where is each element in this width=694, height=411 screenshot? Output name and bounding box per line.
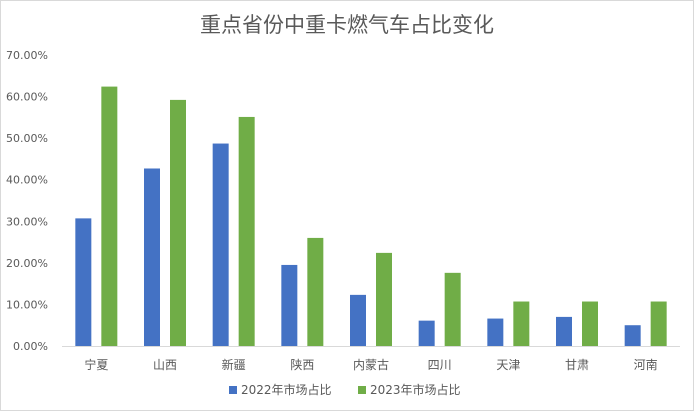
x-tick-label: 天津 — [496, 358, 520, 372]
legend-label: 2023年市场占比 — [370, 382, 461, 397]
bar-series1 — [418, 320, 435, 346]
bar-series2 — [101, 86, 118, 346]
bar-series2 — [444, 272, 461, 346]
bar-series2 — [513, 301, 530, 346]
bar-series1 — [212, 143, 229, 346]
y-tick-label: 20.00% — [6, 257, 48, 270]
y-tick-label: 40.00% — [6, 174, 48, 187]
bar-series — [75, 86, 667, 346]
x-axis-ticks: 宁夏 山西 新疆 陕西 内蒙古 四川 天津 甘肃 河南 — [84, 357, 657, 372]
legend: 2022年市场占比 2023年市场占比 — [229, 382, 461, 397]
y-tick-label: 70.00% — [6, 49, 48, 62]
bar-series2 — [170, 99, 186, 346]
bar-series1 — [624, 325, 641, 346]
y-tick-label: 60.00% — [6, 91, 48, 104]
bar-series2 — [376, 252, 392, 346]
x-tick-label: 河南 — [634, 357, 658, 372]
bar-series1 — [350, 294, 366, 346]
bar-series2 — [238, 116, 255, 346]
y-tick-label: 50.00% — [6, 132, 48, 145]
bar-series1 — [75, 218, 92, 346]
chart-title: 重点省份中重卡燃气车占比变化 — [200, 13, 494, 37]
x-tick-label: 宁夏 — [84, 357, 108, 372]
x-tick-label: 陕西 — [290, 357, 314, 372]
legend-swatch — [358, 386, 366, 394]
legend-label: 2022年市场占比 — [241, 382, 332, 397]
x-tick-label: 新疆 — [222, 357, 246, 372]
x-tick-label: 内蒙古 — [353, 357, 389, 372]
bar-series1 — [281, 264, 298, 346]
bar-series2 — [650, 301, 667, 346]
x-tick-label: 甘肃 — [565, 358, 589, 372]
x-tick-label: 四川 — [428, 358, 452, 372]
bar-series1 — [487, 318, 504, 346]
bar-series2 — [307, 237, 324, 346]
bar-series2 — [582, 301, 598, 346]
bar-series1 — [556, 316, 572, 346]
y-tick-label: 30.00% — [6, 215, 48, 228]
y-tick-label: 10.00% — [6, 298, 48, 311]
x-tick-label: 山西 — [153, 358, 177, 372]
legend-swatch — [229, 386, 237, 394]
y-tick-label: 0.00% — [13, 340, 48, 353]
y-axis-ticks: 0.00% 10.00% 20.00% 30.00% 40.00% 50.00% 60.00… — [6, 49, 48, 353]
bar-series1 — [144, 168, 160, 346]
